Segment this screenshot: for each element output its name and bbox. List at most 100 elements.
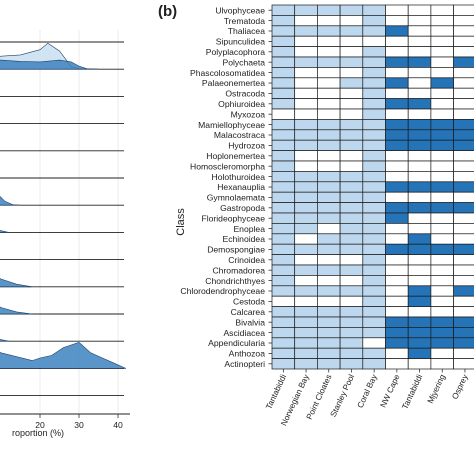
heatmap-cell: [430, 212, 454, 224]
heatmap-cell: [294, 98, 318, 110]
heatmap-cell: [407, 233, 432, 245]
heatmap-cell: [430, 264, 454, 276]
ridge-density-area: [0, 230, 9, 233]
heatmap-cell: [407, 139, 432, 151]
row-label: Ostracoda: [225, 89, 265, 99]
heatmap-cell: [271, 181, 296, 193]
ridge-density-area: [0, 59, 99, 70]
heatmap-cell: [453, 4, 474, 16]
heatmap-cell: [271, 191, 296, 203]
ridgeline-panel: 20 30 40 roportion (%): [0, 30, 130, 438]
heatmap-cell: [407, 35, 432, 47]
heatmap-cell: [271, 233, 296, 245]
heatmap-cell: [385, 56, 409, 68]
heatmap-cell: [294, 202, 318, 214]
ridge-density-area: [0, 259, 2, 260]
heatmap-cell: [385, 67, 409, 79]
row-label: Chromadorea: [212, 265, 265, 275]
row-label: Ulvophyceae: [215, 5, 265, 15]
row-label: Polyplacophora: [206, 47, 265, 57]
heatmap-cell: [362, 129, 386, 141]
row-label: Florideophyceae: [201, 213, 265, 223]
heatmap-cell: [407, 98, 432, 110]
heatmap-panel: (b) Class UlvophyceaeTrematodaThaliaceaS…: [158, 3, 474, 427]
heatmap-cell: [271, 46, 296, 58]
row-label: Enoplea: [233, 224, 265, 234]
heatmap-cell: [317, 77, 341, 89]
heatmap-cell: [294, 275, 318, 287]
heatmap-cell: [294, 306, 318, 318]
heatmap-cell: [453, 181, 474, 193]
heatmap-cell: [385, 285, 409, 297]
heatmap-cell: [339, 233, 364, 245]
heatmap-cell: [453, 254, 474, 266]
heatmap-column-ticks: [282, 369, 466, 373]
column-label: Osprey: [450, 372, 470, 401]
heatmap-cell: [453, 316, 474, 328]
heatmap-cell: [407, 150, 432, 162]
heatmap-cell: [385, 316, 409, 328]
heatmap-cell: [385, 129, 409, 141]
heatmap-cell: [430, 358, 454, 370]
heatmap-cell: [362, 223, 386, 235]
heatmap-cell: [339, 243, 364, 255]
heatmap-cell: [362, 358, 386, 370]
heatmap-cell: [294, 56, 318, 68]
heatmap-cell: [407, 108, 432, 120]
heatmap-cell: [362, 316, 386, 328]
heatmap-cell: [430, 171, 454, 183]
heatmap-cell: [430, 15, 454, 27]
heatmap-cell: [453, 35, 474, 47]
heatmap-cell: [294, 15, 318, 27]
heatmap-cell: [339, 337, 364, 349]
heatmap-cell: [294, 160, 318, 172]
heatmap-cell: [430, 56, 454, 68]
heatmap-cell: [339, 358, 364, 370]
heatmap-cell: [271, 316, 296, 328]
heatmap-cell: [362, 108, 386, 120]
heatmap-cell: [430, 150, 454, 162]
heatmap-cell: [271, 87, 296, 99]
row-label: Bivalvia: [235, 317, 265, 327]
heatmap-cell: [407, 358, 432, 370]
heatmap-cell: [294, 67, 318, 79]
heatmap-cell: [339, 295, 364, 307]
heatmap-cell: [407, 285, 432, 297]
row-label: Echinoidea: [222, 234, 265, 244]
heatmap-cell: [430, 223, 454, 235]
column-label: Mjyering: [426, 373, 447, 405]
heatmap-cell: [317, 275, 341, 287]
heatmap-cell: [453, 243, 474, 255]
heatmap-cell: [362, 337, 386, 349]
heatmap-cell: [430, 295, 454, 307]
heatmap-cell: [385, 77, 409, 89]
heatmap-cell: [430, 347, 454, 359]
heatmap-cell: [385, 347, 409, 359]
heatmap-cell: [339, 35, 364, 47]
heatmap-cell: [362, 275, 386, 287]
heatmap-cell: [294, 233, 318, 245]
heatmap-cell: [407, 337, 432, 349]
heatmap-cell: [294, 337, 318, 349]
heatmap-cell: [294, 35, 318, 47]
heatmap-cell: [294, 223, 318, 235]
heatmap-cell: [294, 254, 318, 266]
heatmap-cell: [271, 285, 296, 297]
heatmap-cell: [294, 181, 318, 193]
heatmap-cell: [430, 77, 454, 89]
heatmap-cell: [362, 119, 386, 131]
heatmap-cell: [362, 35, 386, 47]
heatmap-cell: [362, 67, 386, 79]
heatmap-cell: [453, 46, 474, 58]
heatmap-cell: [362, 171, 386, 183]
ridge-density-area: [0, 306, 33, 315]
row-label: Chlorodendrophyceae: [180, 286, 265, 296]
row-label: Chondrichthyes: [205, 276, 265, 286]
row-label: Palaeonemertea: [202, 78, 265, 88]
heatmap-cell: [362, 285, 386, 297]
heatmap-cell: [339, 316, 364, 328]
heatmap-cell: [362, 56, 386, 68]
heatmap-cell: [407, 347, 432, 359]
heatmap-cell: [339, 347, 364, 359]
heatmap-cell: [362, 77, 386, 89]
